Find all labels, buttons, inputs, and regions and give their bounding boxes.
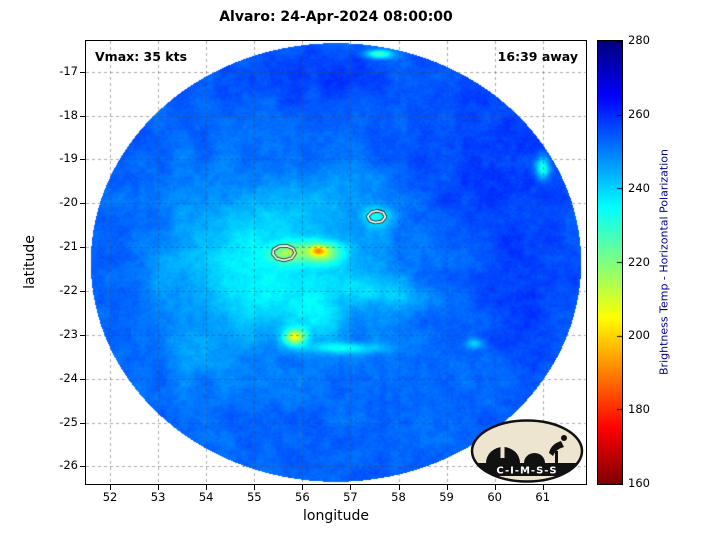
x-tick-label: 59 <box>439 490 454 504</box>
cimss-logo: C-I-M-S-S <box>470 419 584 483</box>
y-tick-mark <box>80 466 85 468</box>
antenna-ball-icon <box>561 435 567 441</box>
y-tick-mark <box>80 247 85 249</box>
x-tick-mark <box>542 485 544 490</box>
x-axis-label: longitude <box>303 508 369 524</box>
colorbar-tick-label: 240 <box>628 180 650 195</box>
x-tick-label: 55 <box>246 490 262 504</box>
satellite-dish-icon <box>549 441 564 456</box>
x-tick-mark <box>302 485 304 490</box>
y-tick-mark <box>80 159 85 161</box>
x-tick-label: 54 <box>198 490 214 504</box>
y-tick-label: -18 <box>59 107 78 122</box>
colorbar-canvas <box>597 40 623 485</box>
logo-text: C-I-M-S-S <box>496 466 557 477</box>
y-tick-label: -21 <box>59 239 78 254</box>
y-tick-mark <box>80 71 85 73</box>
heatmap-canvas <box>86 41 586 484</box>
y-tick-label: -24 <box>59 370 78 385</box>
x-tick-label: 53 <box>150 490 166 504</box>
dome-slit <box>500 446 505 458</box>
y-tick-mark <box>80 203 85 205</box>
colorbar-label: Brightness Temp - Horizontal Polarizatio… <box>657 149 671 375</box>
x-tick-mark <box>494 485 496 490</box>
y-tick-label: -23 <box>59 326 78 341</box>
y-axis-label: latitude <box>22 235 38 289</box>
x-tick-mark <box>110 485 112 490</box>
x-tick-mark <box>350 485 352 490</box>
vmax-annotation: Vmax: 35 kts <box>95 49 188 64</box>
logo-banner <box>472 463 582 476</box>
x-tick-mark <box>158 485 160 490</box>
colorbar-tick-label: 180 <box>628 402 650 417</box>
y-tick-mark <box>80 291 85 292</box>
x-tick-label: 58 <box>391 490 406 504</box>
y-tick-label: -20 <box>59 195 78 210</box>
x-tick-label: 60 <box>487 490 502 504</box>
x-tick-label: 57 <box>343 490 358 504</box>
y-tick-label: -17 <box>59 63 78 78</box>
colorbar-tick-label: 220 <box>628 254 650 269</box>
y-tick-mark <box>80 115 85 117</box>
y-tick-mark <box>80 422 85 424</box>
y-tick-label: -26 <box>59 458 78 473</box>
plot-title: Alvaro: 24-Apr-2024 08:00:00 <box>219 9 453 25</box>
y-tick-label: -25 <box>59 414 78 429</box>
x-tick-mark <box>206 485 208 490</box>
x-tick-mark <box>254 485 256 490</box>
colorbar-tick-label: 160 <box>628 476 650 490</box>
plot-area: Vmax: 35 kts 16:39 away C-I-M-S-S <box>85 40 587 485</box>
y-tick-mark <box>80 378 85 380</box>
small-dome-icon <box>524 453 545 463</box>
x-tick-mark <box>398 485 400 490</box>
x-tick-label: 61 <box>535 490 551 504</box>
time-annotation: 16:39 away <box>497 49 578 64</box>
x-tick-label: 52 <box>102 490 118 504</box>
colorbar-tick-label: 280 <box>628 33 650 47</box>
y-tick-label: -22 <box>59 283 78 297</box>
y-tick-label: -19 <box>59 151 78 166</box>
colorbar-tick-label: 260 <box>628 106 650 121</box>
x-tick-mark <box>446 485 448 490</box>
x-tick-label: 56 <box>295 490 310 504</box>
colorbar-tick-label: 200 <box>628 328 650 343</box>
y-tick-mark <box>80 334 85 336</box>
dish-pole <box>555 451 558 464</box>
